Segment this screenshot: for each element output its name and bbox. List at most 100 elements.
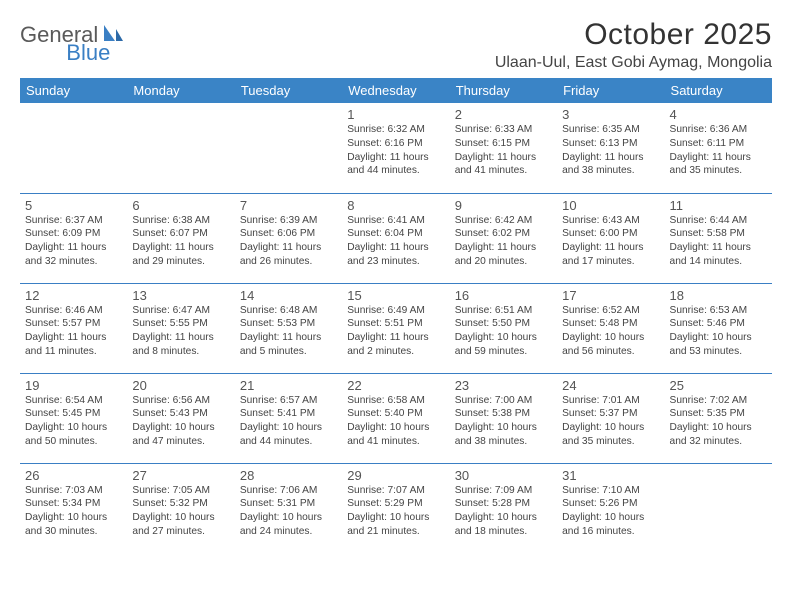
sunset-line: Sunset: 5:31 PM [240,497,337,511]
sunset-line: Sunset: 5:55 PM [132,317,229,331]
sunrise-line: Sunrise: 7:10 AM [562,484,659,498]
sunset-line: Sunset: 6:15 PM [455,137,552,151]
calendar-cell: 31Sunrise: 7:10 AMSunset: 5:26 PMDayligh… [557,463,664,553]
sunset-line: Sunset: 5:45 PM [25,407,122,421]
day-number: 3 [562,107,659,122]
sunrise-line: Sunrise: 6:46 AM [25,304,122,318]
day-number: 29 [347,468,444,483]
calendar-cell: 26Sunrise: 7:03 AMSunset: 5:34 PMDayligh… [20,463,127,553]
sunrise-line: Sunrise: 7:01 AM [562,394,659,408]
daylight-line: Daylight: 10 hours and 32 minutes. [670,421,767,449]
sunset-line: Sunset: 5:58 PM [670,227,767,241]
sunset-line: Sunset: 5:32 PM [132,497,229,511]
daylight-line: Daylight: 10 hours and 16 minutes. [562,511,659,539]
sunrise-line: Sunrise: 7:06 AM [240,484,337,498]
sunset-line: Sunset: 5:35 PM [670,407,767,421]
sunrise-line: Sunrise: 6:44 AM [670,214,767,228]
sunset-line: Sunset: 5:38 PM [455,407,552,421]
sunset-line: Sunset: 5:40 PM [347,407,444,421]
sunrise-line: Sunrise: 6:35 AM [562,123,659,137]
sunrise-line: Sunrise: 6:58 AM [347,394,444,408]
day-number: 15 [347,288,444,303]
sunset-line: Sunset: 6:16 PM [347,137,444,151]
sunset-line: Sunset: 6:09 PM [25,227,122,241]
calendar-cell-empty [127,103,234,193]
sunset-line: Sunset: 5:29 PM [347,497,444,511]
sunset-line: Sunset: 6:02 PM [455,227,552,241]
day-number: 28 [240,468,337,483]
sunset-line: Sunset: 5:57 PM [25,317,122,331]
daylight-line: Daylight: 11 hours and 44 minutes. [347,151,444,179]
weekday-header: Monday [127,78,234,103]
day-number: 31 [562,468,659,483]
calendar-cell: 5Sunrise: 6:37 AMSunset: 6:09 PMDaylight… [20,193,127,283]
daylight-line: Daylight: 10 hours and 30 minutes. [25,511,122,539]
daylight-line: Daylight: 11 hours and 26 minutes. [240,241,337,269]
sunrise-line: Sunrise: 7:07 AM [347,484,444,498]
calendar-row: 26Sunrise: 7:03 AMSunset: 5:34 PMDayligh… [20,463,772,553]
sunset-line: Sunset: 5:34 PM [25,497,122,511]
sunset-line: Sunset: 5:43 PM [132,407,229,421]
calendar-cell: 7Sunrise: 6:39 AMSunset: 6:06 PMDaylight… [235,193,342,283]
sunset-line: Sunset: 5:26 PM [562,497,659,511]
day-number: 27 [132,468,229,483]
sunrise-line: Sunrise: 7:05 AM [132,484,229,498]
sunset-line: Sunset: 6:00 PM [562,227,659,241]
sunrise-line: Sunrise: 6:51 AM [455,304,552,318]
sunrise-line: Sunrise: 6:57 AM [240,394,337,408]
calendar-cell-empty [20,103,127,193]
day-number: 7 [240,198,337,213]
day-number: 2 [455,107,552,122]
daylight-line: Daylight: 10 hours and 41 minutes. [347,421,444,449]
calendar-cell: 13Sunrise: 6:47 AMSunset: 5:55 PMDayligh… [127,283,234,373]
daylight-line: Daylight: 11 hours and 2 minutes. [347,331,444,359]
daylight-line: Daylight: 10 hours and 47 minutes. [132,421,229,449]
calendar-cell: 3Sunrise: 6:35 AMSunset: 6:13 PMDaylight… [557,103,664,193]
calendar-cell: 4Sunrise: 6:36 AMSunset: 6:11 PMDaylight… [665,103,772,193]
calendar-cell: 14Sunrise: 6:48 AMSunset: 5:53 PMDayligh… [235,283,342,373]
sunrise-line: Sunrise: 7:02 AM [670,394,767,408]
daylight-line: Daylight: 10 hours and 53 minutes. [670,331,767,359]
calendar-cell: 17Sunrise: 6:52 AMSunset: 5:48 PMDayligh… [557,283,664,373]
daylight-line: Daylight: 11 hours and 14 minutes. [670,241,767,269]
sunrise-line: Sunrise: 6:56 AM [132,394,229,408]
weekday-header: Wednesday [342,78,449,103]
daylight-line: Daylight: 10 hours and 35 minutes. [562,421,659,449]
sunset-line: Sunset: 6:07 PM [132,227,229,241]
daylight-line: Daylight: 11 hours and 41 minutes. [455,151,552,179]
weekday-header: Thursday [450,78,557,103]
sunset-line: Sunset: 5:41 PM [240,407,337,421]
sunrise-line: Sunrise: 6:41 AM [347,214,444,228]
calendar-table: SundayMondayTuesdayWednesdayThursdayFrid… [20,78,772,553]
day-number: 16 [455,288,552,303]
daylight-line: Daylight: 10 hours and 56 minutes. [562,331,659,359]
day-number: 26 [25,468,122,483]
page-title: October 2025 [495,18,772,52]
day-number: 13 [132,288,229,303]
weekday-header: Tuesday [235,78,342,103]
day-number: 4 [670,107,767,122]
calendar-cell-empty [235,103,342,193]
sunrise-line: Sunrise: 6:47 AM [132,304,229,318]
logo-text-blue: Blue [66,40,110,66]
calendar-row: 5Sunrise: 6:37 AMSunset: 6:09 PMDaylight… [20,193,772,283]
sunset-line: Sunset: 5:51 PM [347,317,444,331]
sunrise-line: Sunrise: 6:43 AM [562,214,659,228]
calendar-cell: 2Sunrise: 6:33 AMSunset: 6:15 PMDaylight… [450,103,557,193]
day-number: 5 [25,198,122,213]
day-number: 19 [25,378,122,393]
calendar-cell: 11Sunrise: 6:44 AMSunset: 5:58 PMDayligh… [665,193,772,283]
daylight-line: Daylight: 10 hours and 24 minutes. [240,511,337,539]
daylight-line: Daylight: 10 hours and 27 minutes. [132,511,229,539]
day-number: 17 [562,288,659,303]
daylight-line: Daylight: 11 hours and 29 minutes. [132,241,229,269]
logo: General Blue [20,18,172,48]
sunrise-line: Sunrise: 6:42 AM [455,214,552,228]
sunset-line: Sunset: 5:50 PM [455,317,552,331]
day-number: 25 [670,378,767,393]
daylight-line: Daylight: 10 hours and 44 minutes. [240,421,337,449]
calendar-cell: 19Sunrise: 6:54 AMSunset: 5:45 PMDayligh… [20,373,127,463]
sunrise-line: Sunrise: 6:36 AM [670,123,767,137]
calendar-row: 1Sunrise: 6:32 AMSunset: 6:16 PMDaylight… [20,103,772,193]
sunrise-line: Sunrise: 6:48 AM [240,304,337,318]
